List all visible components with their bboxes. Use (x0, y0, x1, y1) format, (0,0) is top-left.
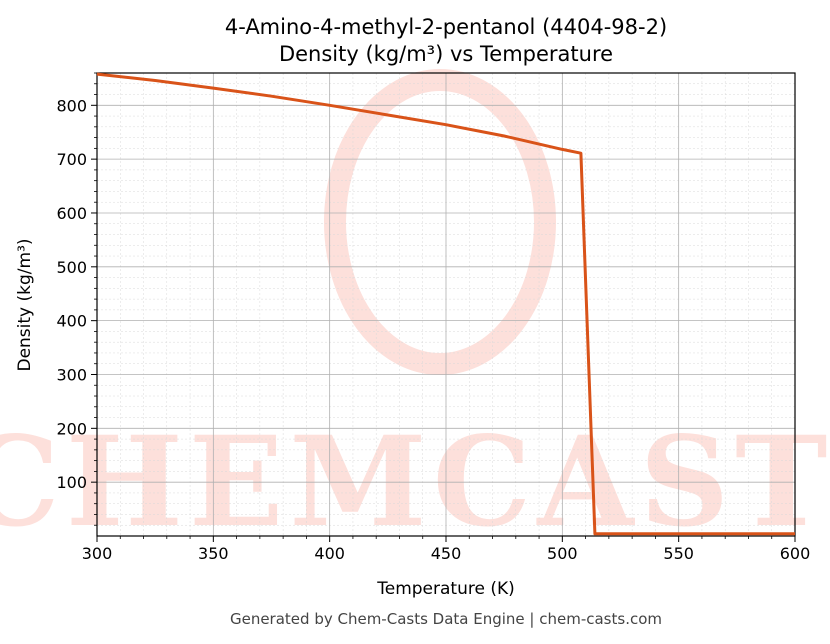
chemcasts-watermark: CHEMCASTS (0, 69, 830, 555)
x-tick-label: 500 (547, 544, 578, 563)
y-axis-label: Density (kg/m³) (15, 238, 35, 371)
watermark-ring (324, 69, 556, 375)
x-tick-label: 550 (663, 544, 694, 563)
series-group (96, 72, 795, 536)
x-tick-label: 300 (82, 544, 113, 563)
footer-credit: Generated by Chem-Casts Data Engine | ch… (230, 610, 662, 628)
x-tick-label: 400 (314, 544, 345, 563)
x-tick-label: 450 (431, 544, 462, 563)
chart-title: 4-Amino-4-methyl-2-pentanol (4404-98-2) (225, 15, 667, 39)
x-tick-label: 600 (780, 544, 811, 563)
y-tick-label: 400 (56, 312, 87, 331)
y-tick-label: 500 (56, 258, 87, 277)
y-tick-label: 700 (56, 150, 87, 169)
x-axis-label: Temperature (K) (376, 579, 515, 599)
chart-subtitle: Density (kg/m³) vs Temperature (279, 42, 613, 66)
y-tick-label: 600 (56, 204, 87, 223)
y-tick-label: 100 (56, 473, 87, 492)
axis-ticks: 300 350 400 450 500 550 600 100 200 300 400 500 600 7… (56, 72, 811, 563)
y-tick-label: 800 (56, 96, 87, 115)
x-tick-label: 350 (198, 544, 229, 563)
y-tick-label: 300 (56, 365, 87, 384)
grid (96, 72, 796, 536)
y-tick-label: 200 (56, 419, 87, 438)
density-series-line (96, 72, 795, 536)
